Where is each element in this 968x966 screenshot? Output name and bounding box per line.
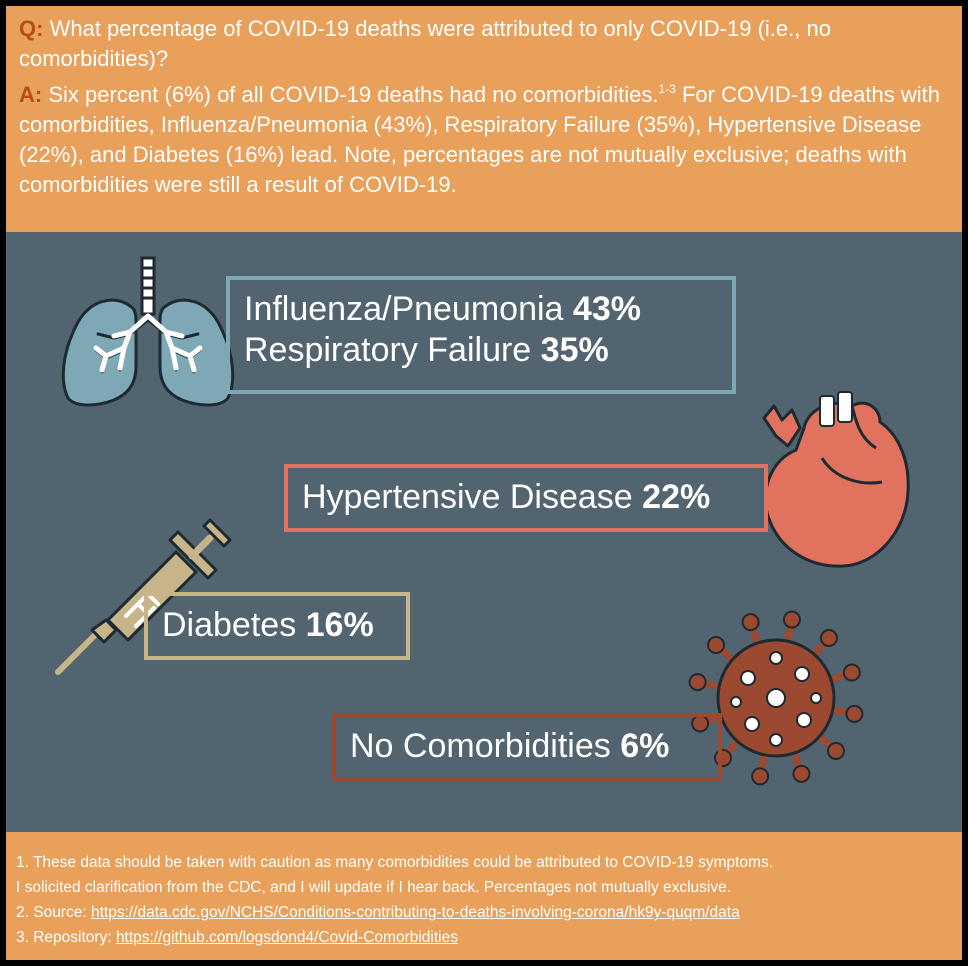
answer-text: Six percent (6%) of all COVID-19 deaths … bbox=[48, 82, 659, 107]
diabetes-box: Diabetes 16% bbox=[144, 592, 410, 660]
stat-no-comorbidities: No Comorbidities 6% bbox=[350, 727, 670, 765]
stat-respiratory-failure: Respiratory Failure 35% bbox=[244, 331, 609, 369]
syringe-icon bbox=[55, 518, 232, 675]
footnote-1-line-2: I solicited clarification from the CDC, … bbox=[16, 879, 732, 896]
stat-influenza-pneumonia: Influenza/Pneumonia 43% bbox=[244, 290, 641, 328]
footnote-1-line-1: 1. These data should be taken with cauti… bbox=[16, 854, 774, 871]
heart-icon bbox=[762, 391, 910, 568]
footnotes: 1. These data should be taken with cauti… bbox=[6, 832, 962, 960]
lung-conditions-box: Influenza/Pneumonia 43% Respiratory Fail… bbox=[226, 276, 736, 394]
question-prefix: Q: bbox=[19, 16, 44, 41]
answer-citation: 1-3 bbox=[658, 82, 676, 96]
question-answer-panel: Q: What percentage of COVID-19 deaths we… bbox=[6, 6, 962, 232]
no-comorbidities-box: No Comorbidities 6% bbox=[332, 713, 722, 781]
question-text: What percentage of COVID-19 deaths were … bbox=[19, 16, 831, 71]
hypertensive-disease-box: Hypertensive Disease 22% bbox=[284, 464, 768, 532]
answer-text-continued: For COVID-19 deaths with comorbidities, … bbox=[19, 82, 940, 197]
footnote-3: 3. Repository: https://github.com/logsdo… bbox=[16, 929, 458, 946]
source-link[interactable]: https://data.cdc.gov/NCHS/Conditions-con… bbox=[90, 904, 740, 921]
footnote-2: 2. Source: https://data.cdc.gov/NCHS/Con… bbox=[16, 904, 740, 921]
question: Q: What percentage of COVID-19 deaths we… bbox=[19, 14, 948, 74]
repository-link[interactable]: https://github.com/logsdond4/Covid-Comor… bbox=[115, 929, 458, 946]
stat-diabetes: Diabetes 16% bbox=[162, 606, 374, 644]
answer-prefix: A: bbox=[19, 82, 43, 107]
infographic: Q: What percentage of COVID-19 deaths we… bbox=[6, 6, 962, 960]
answer: A: Six percent (6%) of all COVID-19 deat… bbox=[19, 80, 948, 200]
stat-hypertensive-disease: Hypertensive Disease 22% bbox=[302, 478, 711, 516]
lungs-icon bbox=[61, 256, 235, 407]
